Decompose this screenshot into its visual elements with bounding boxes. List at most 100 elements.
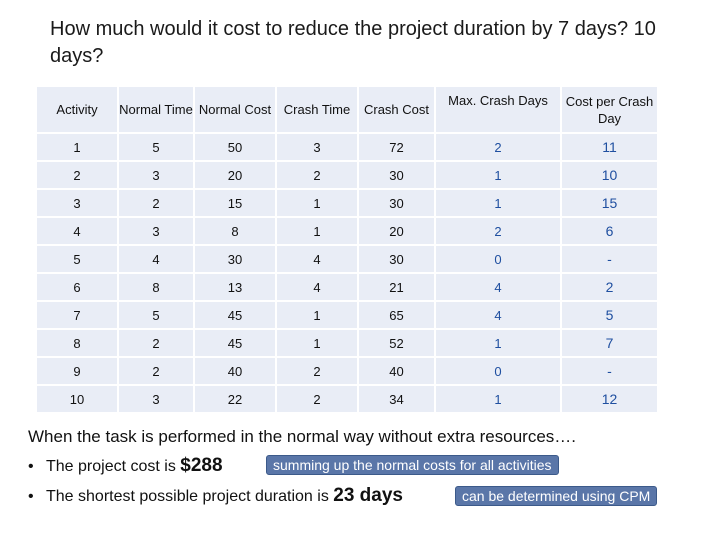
cell-max-crash-days: 1: [436, 330, 560, 356]
cell-crash-time: 1: [277, 302, 357, 328]
header-crash-time: Crash Time: [277, 87, 357, 132]
cell-cost-per-crash-day: 15: [562, 190, 657, 216]
cell-crash-cost: 34: [359, 386, 434, 412]
table-row: 10 3 22 2 34 1 12: [37, 386, 657, 412]
cell-crash-cost: 21: [359, 274, 434, 300]
cell-normal-time: 3: [119, 218, 193, 244]
crash-cost-table: Activity Normal Time Normal Cost Crash T…: [35, 85, 659, 414]
cell-normal-time: 2: [119, 190, 193, 216]
cell-activity: 5: [37, 246, 117, 272]
cell-crash-time: 3: [277, 134, 357, 160]
cell-crash-time: 1: [277, 330, 357, 356]
cell-normal-time: 5: [119, 134, 193, 160]
cell-crash-time: 4: [277, 246, 357, 272]
cell-activity: 3: [37, 190, 117, 216]
cell-normal-time: 5: [119, 302, 193, 328]
cell-crash-cost: 65: [359, 302, 434, 328]
table-row: 3 2 15 1 30 1 15: [37, 190, 657, 216]
cell-activity: 6: [37, 274, 117, 300]
cell-cost-per-crash-day: 11: [562, 134, 657, 160]
cell-normal-time: 2: [119, 330, 193, 356]
cell-cost-per-crash-day: 6: [562, 218, 657, 244]
cell-crash-time: 1: [277, 190, 357, 216]
header-crash-cost: Crash Cost: [359, 87, 434, 132]
cell-crash-cost: 20: [359, 218, 434, 244]
table-header-row: Activity Normal Time Normal Cost Crash T…: [37, 87, 657, 132]
cell-crash-time: 2: [277, 358, 357, 384]
cell-normal-cost: 45: [195, 330, 275, 356]
cell-max-crash-days: 1: [436, 386, 560, 412]
cost-callout: summing up the normal costs for all acti…: [266, 455, 559, 475]
header-max-crash-days: Max. Crash Days: [436, 87, 560, 132]
table-row: 7 5 45 1 65 4 5: [37, 302, 657, 328]
duration-text: The shortest possible project duration i…: [46, 488, 334, 505]
cell-normal-cost: 20: [195, 162, 275, 188]
cell-normal-time: 4: [119, 246, 193, 272]
cell-crash-time: 1: [277, 218, 357, 244]
cell-normal-cost: 8: [195, 218, 275, 244]
cell-normal-cost: 30: [195, 246, 275, 272]
cell-activity: 1: [37, 134, 117, 160]
cell-normal-time: 8: [119, 274, 193, 300]
slide-title: How much would it cost to reduce the pro…: [50, 18, 656, 67]
cell-cost-per-crash-day: 5: [562, 302, 657, 328]
summary-intro: When the task is performed in the normal…: [28, 427, 577, 446]
table-row: 5 4 30 4 30 0 -: [37, 246, 657, 272]
cell-normal-cost: 40: [195, 358, 275, 384]
cell-max-crash-days: 2: [436, 218, 560, 244]
table-row: 2 3 20 2 30 1 10: [37, 162, 657, 188]
cell-crash-cost: 30: [359, 246, 434, 272]
header-activity: Activity: [37, 87, 117, 132]
cell-max-crash-days: 1: [436, 190, 560, 216]
header-normal-cost: Normal Cost: [195, 87, 275, 132]
table-row: 9 2 40 2 40 0 -: [37, 358, 657, 384]
bullet-mark: •: [28, 458, 34, 475]
cell-activity: 7: [37, 302, 117, 328]
bullet-project-duration: • The shortest possible project duration …: [28, 485, 403, 507]
cell-cost-per-crash-day: 7: [562, 330, 657, 356]
cell-normal-cost: 22: [195, 386, 275, 412]
cell-cost-per-crash-day: -: [562, 246, 657, 272]
cell-normal-time: 3: [119, 386, 193, 412]
cell-activity: 8: [37, 330, 117, 356]
cell-activity: 4: [37, 218, 117, 244]
cell-max-crash-days: 4: [436, 302, 560, 328]
table-row: 6 8 13 4 21 4 2: [37, 274, 657, 300]
cell-normal-cost: 15: [195, 190, 275, 216]
cell-crash-cost: 72: [359, 134, 434, 160]
bullet-project-cost: • The project cost is $288: [28, 455, 223, 477]
cell-max-crash-days: 2: [436, 134, 560, 160]
cell-max-crash-days: 4: [436, 274, 560, 300]
cell-crash-cost: 52: [359, 330, 434, 356]
cell-cost-per-crash-day: -: [562, 358, 657, 384]
duration-callout: can be determined using CPM: [455, 486, 658, 506]
cell-activity: 10: [37, 386, 117, 412]
cost-text: The project cost is: [46, 458, 181, 475]
cell-max-crash-days: 0: [436, 358, 560, 384]
table-row: 4 3 8 1 20 2 6: [37, 218, 657, 244]
cell-max-crash-days: 1: [436, 162, 560, 188]
table-row: 8 2 45 1 52 1 7: [37, 330, 657, 356]
cell-crash-cost: 40: [359, 358, 434, 384]
cell-normal-cost: 45: [195, 302, 275, 328]
cell-normal-time: 2: [119, 358, 193, 384]
cost-value: $288: [180, 455, 223, 476]
cell-cost-per-crash-day: 2: [562, 274, 657, 300]
cell-cost-per-crash-day: 10: [562, 162, 657, 188]
header-cost-per-crash-day: Cost per Crash Day: [562, 87, 657, 132]
cell-cost-per-crash-day: 12: [562, 386, 657, 412]
duration-value: 23 days: [333, 485, 403, 506]
cell-normal-cost: 50: [195, 134, 275, 160]
bullet-mark: •: [28, 488, 34, 505]
cell-normal-cost: 13: [195, 274, 275, 300]
header-normal-time: Normal Time: [119, 87, 193, 132]
cell-normal-time: 3: [119, 162, 193, 188]
cell-crash-time: 4: [277, 274, 357, 300]
cell-activity: 2: [37, 162, 117, 188]
cell-crash-time: 2: [277, 162, 357, 188]
cell-crash-time: 2: [277, 386, 357, 412]
cell-crash-cost: 30: [359, 162, 434, 188]
cell-crash-cost: 30: [359, 190, 434, 216]
cell-activity: 9: [37, 358, 117, 384]
cell-max-crash-days: 0: [436, 246, 560, 272]
